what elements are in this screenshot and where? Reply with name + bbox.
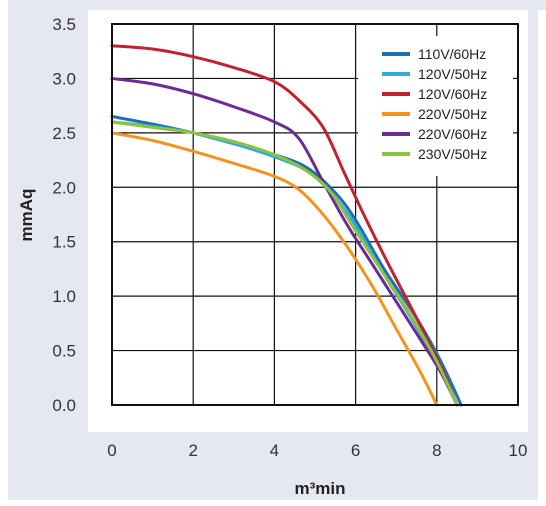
legend-label: 220V/60Hz: [418, 126, 487, 142]
legend-label: 230V/50Hz: [418, 146, 487, 162]
y-tick-label: 3.0: [52, 69, 76, 88]
legend-label: 120V/60Hz: [418, 86, 487, 102]
legend-label: 110V/60Hz: [418, 46, 486, 62]
y-tick-labels: 0.0 0.5 1.0 1.5 2.0 2.5 3.0 3.5: [52, 15, 76, 415]
panel-right: [528, 0, 538, 500]
x-tick-label: 8: [432, 441, 441, 460]
y-tick-label: 1.5: [52, 233, 76, 252]
y-tick-label: 2.0: [52, 178, 76, 197]
x-tick-label: 2: [188, 441, 197, 460]
y-tick-label: 2.5: [52, 124, 76, 143]
plot-frame: [111, 23, 519, 406]
legend: 110V/60Hz 120V/50Hz 120V/60Hz 220V/50Hz 220V…: [358, 36, 513, 176]
y-tick-label: 1.0: [52, 287, 76, 306]
panel-left: [8, 0, 88, 432]
y-tick-label: 3.5: [52, 15, 76, 34]
x-tick-labels: 0 2 4 6 8 10: [107, 441, 527, 460]
legend-label: 120V/50Hz: [418, 66, 487, 82]
x-tick-label: 4: [270, 441, 279, 460]
series-line-5: [110, 120, 459, 407]
y-tick-label: 0.5: [52, 342, 76, 361]
legend-label: 220V/50Hz: [418, 106, 487, 122]
series-line-4: [110, 76, 459, 407]
x-axis-title: m³min: [295, 479, 346, 498]
series-lines: [110, 44, 463, 407]
x-tick-label: 10: [509, 441, 528, 460]
panel-top: [8, 0, 546, 10]
y-axis-title: mmAq: [17, 189, 36, 242]
y-tick-label: 0.0: [52, 396, 76, 415]
panel-bottom: [8, 432, 538, 500]
x-tick-label: 6: [351, 441, 360, 460]
x-tick-label: 0: [107, 441, 116, 460]
series-line-2: [110, 44, 459, 407]
series-line-3: [110, 131, 439, 407]
